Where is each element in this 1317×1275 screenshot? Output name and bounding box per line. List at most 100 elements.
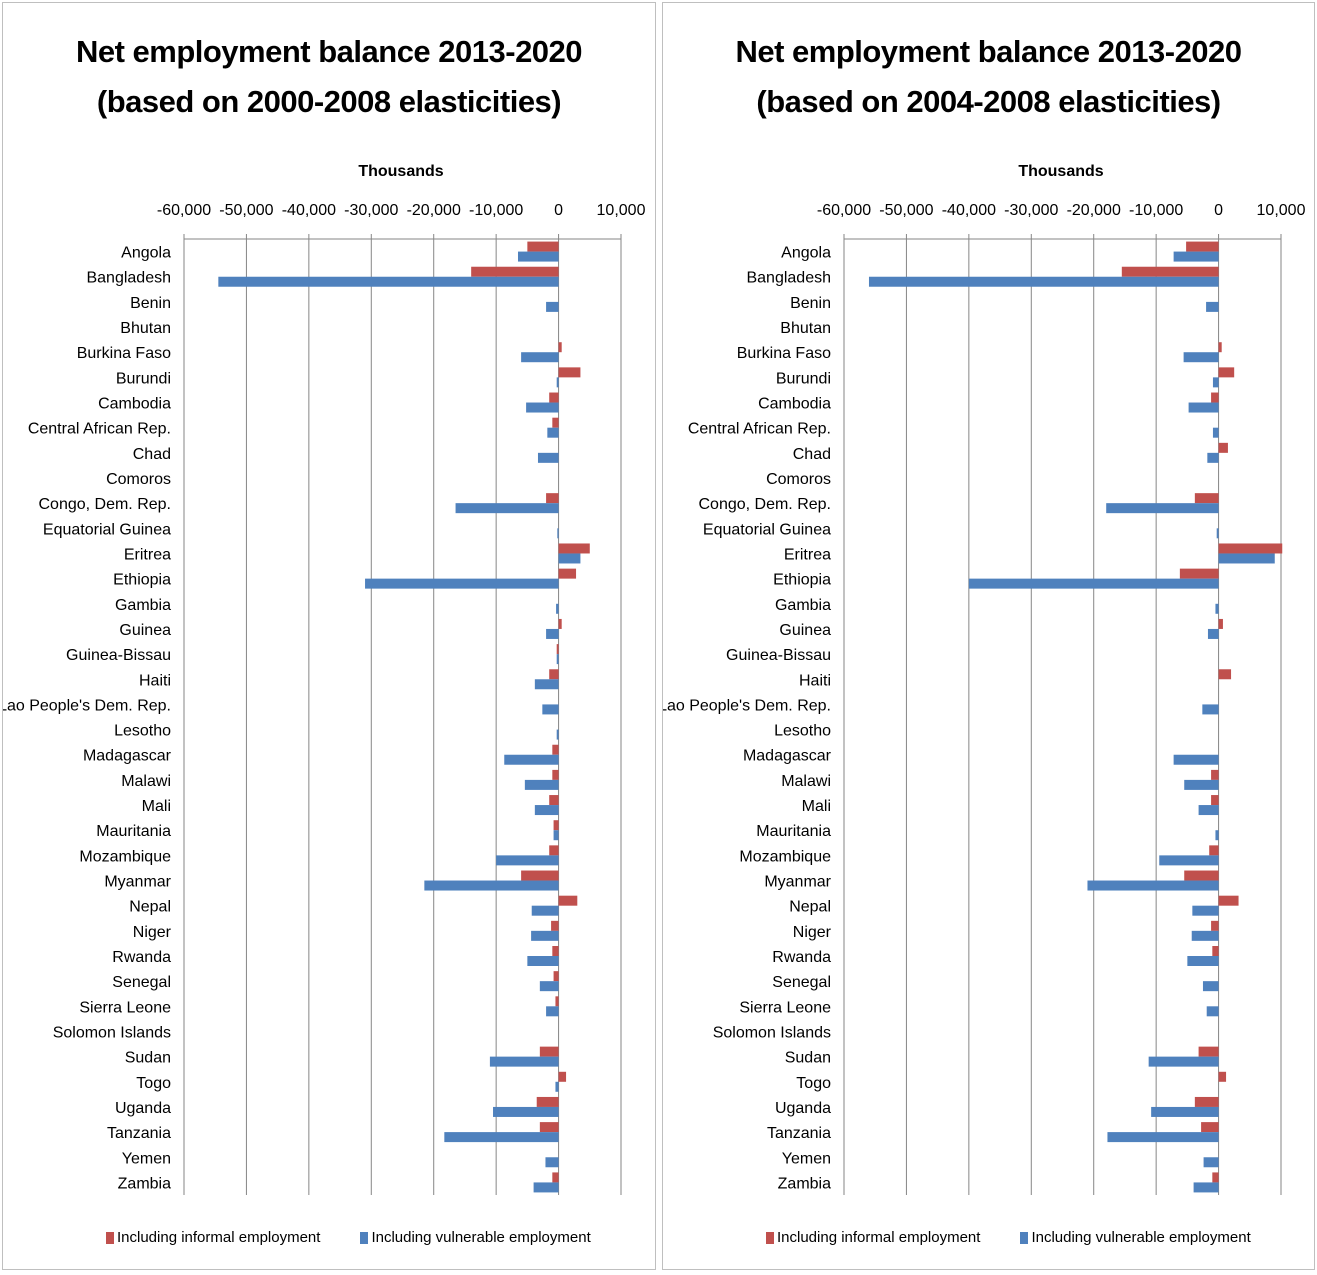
bar-informal-burkina-faso xyxy=(558,342,562,353)
category-label-lesotho: Lesotho xyxy=(114,723,171,740)
bar-informal-cambodia xyxy=(1211,392,1219,403)
category-label-myanmar: Myanmar xyxy=(104,874,171,891)
bar-informal-mauritania xyxy=(553,820,559,831)
bar-vulnerable-benin xyxy=(1206,301,1219,312)
category-label-ethiopia: Ethiopia xyxy=(113,572,171,589)
x-tick-label: 10,000 xyxy=(597,202,646,219)
bar-informal-haiti xyxy=(1218,669,1232,680)
category-label-madagascar: Madagascar xyxy=(743,748,832,765)
category-label-benin: Benin xyxy=(130,295,171,312)
bar-informal-eritrea xyxy=(558,543,590,554)
bar-vulnerable-equatorial-guinea xyxy=(557,528,559,539)
bar-vulnerable-nepal xyxy=(531,905,559,916)
bar-informal-angola xyxy=(1186,241,1219,252)
bar-vulnerable-malawi xyxy=(1184,779,1219,790)
bar-vulnerable-cambodia xyxy=(1188,402,1219,413)
category-label-uganda: Uganda xyxy=(775,1100,831,1117)
bar-informal-burkina-faso xyxy=(1218,342,1222,353)
legend-swatch-informal xyxy=(766,1231,774,1244)
category-label-lesotho: Lesotho xyxy=(774,723,831,740)
bar-vulnerable-zambia xyxy=(533,1182,559,1193)
category-label-burundi: Burundi xyxy=(116,370,171,387)
bar-informal-zambia xyxy=(1212,1172,1219,1183)
bar-informal-myanmar xyxy=(1184,870,1219,881)
bar-informal-sudan xyxy=(539,1046,559,1057)
category-label-solomon-islands: Solomon Islands xyxy=(713,1024,831,1041)
x-tick-label: 0 xyxy=(554,202,563,219)
bar-vulnerable-congo-dem-rep xyxy=(1106,503,1219,514)
bar-vulnerable-niger xyxy=(1191,930,1219,941)
bar-chart-svg: -60,000 -50,000 -40,000 -30,000 -20,000 -10,0… xyxy=(3,202,646,1195)
bar-informal-ethiopia xyxy=(1179,568,1219,579)
bar-vulnerable-burundi xyxy=(1212,377,1219,388)
bar-vulnerable-lao-people-s-dem-rep xyxy=(1202,704,1219,715)
chart-legend: Including informal employment Including … xyxy=(106,1229,591,1246)
category-label-mauritania: Mauritania xyxy=(756,823,831,840)
bar-vulnerable-senegal xyxy=(1202,981,1219,992)
category-label-chad: Chad xyxy=(793,446,831,463)
category-label-togo: Togo xyxy=(136,1075,171,1092)
category-label-senegal: Senegal xyxy=(772,974,831,991)
category-label-mozambique: Mozambique xyxy=(739,848,831,865)
category-label-rwanda: Rwanda xyxy=(112,949,171,966)
bar-vulnerable-senegal xyxy=(539,981,559,992)
category-label-sudan: Sudan xyxy=(125,1050,171,1067)
category-label-tanzania: Tanzania xyxy=(107,1125,171,1142)
bar-vulnerable-mozambique xyxy=(496,855,559,866)
bar-vulnerable-rwanda xyxy=(1187,956,1219,966)
bar-informal-sudan xyxy=(1198,1046,1219,1057)
bar-vulnerable-angola xyxy=(517,251,559,262)
category-label-cambodia: Cambodia xyxy=(98,396,171,413)
category-label-comoros: Comoros xyxy=(106,471,171,488)
category-label-central-african-rep: Central African Rep. xyxy=(688,421,831,438)
category-label-bangladesh: Bangladesh xyxy=(86,270,171,287)
category-label-myanmar: Myanmar xyxy=(764,874,831,891)
bar-vulnerable-madagascar xyxy=(504,754,559,765)
category-label-guinea: Guinea xyxy=(779,622,831,639)
bar-informal-mozambique xyxy=(1209,845,1219,856)
category-label-equatorial-guinea: Equatorial Guinea xyxy=(703,521,831,538)
bar-informal-myanmar xyxy=(521,870,559,881)
x-tick-label: 0 xyxy=(1214,202,1223,219)
bar-vulnerable-angola xyxy=(1173,251,1219,262)
bar-informal-bangladesh xyxy=(471,266,559,277)
x-tick-label: -40,000 xyxy=(282,202,336,219)
bar-informal-congo-dem-rep xyxy=(1194,493,1219,504)
category-label-burundi: Burundi xyxy=(776,370,831,387)
chart-title-line-2: (based on 2004-2008 elasticities) xyxy=(756,84,1221,119)
bar-vulnerable-sudan xyxy=(1148,1056,1219,1067)
x-tick-label: -60,000 xyxy=(817,202,871,219)
x-tick-label: -50,000 xyxy=(219,202,273,219)
category-label-cambodia: Cambodia xyxy=(758,396,831,413)
bar-informal-burundi xyxy=(1218,367,1235,378)
category-label-solomon-islands: Solomon Islands xyxy=(53,1024,171,1041)
bar-vulnerable-ethiopia xyxy=(365,578,559,589)
category-label-gambia: Gambia xyxy=(115,597,171,614)
bar-vulnerable-mauritania xyxy=(553,830,559,841)
bar-informal-mozambique xyxy=(549,845,559,856)
category-label-eritrea: Eritrea xyxy=(784,546,831,563)
bar-informal-madagascar xyxy=(552,744,559,755)
category-label-uganda: Uganda xyxy=(115,1100,171,1117)
category-label-ethiopia: Ethiopia xyxy=(773,572,831,589)
category-label-senegal: Senegal xyxy=(112,974,171,991)
x-tick-label: -20,000 xyxy=(407,202,461,219)
category-label-central-african-rep: Central African Rep. xyxy=(28,421,171,438)
category-label-rwanda: Rwanda xyxy=(772,949,831,966)
bar-informal-senegal xyxy=(553,971,559,982)
bar-vulnerable-haiti xyxy=(534,679,559,690)
bar-vulnerable-chad xyxy=(1207,452,1219,463)
legend-item-informal: Including informal employment xyxy=(106,1229,320,1246)
bar-vulnerable-rwanda xyxy=(527,956,559,966)
category-label-bangladesh: Bangladesh xyxy=(746,270,831,287)
category-label-comoros: Comoros xyxy=(766,471,831,488)
bar-vulnerable-niger xyxy=(531,930,559,941)
bar-informal-angola xyxy=(527,241,559,252)
bar-vulnerable-eritrea xyxy=(558,553,581,564)
x-tick-label: 10,000 xyxy=(1257,202,1306,219)
category-label-bhutan: Bhutan xyxy=(120,320,171,337)
bar-informal-burundi xyxy=(558,367,581,378)
category-label-niger: Niger xyxy=(793,924,832,941)
bar-vulnerable-bangladesh xyxy=(868,276,1219,287)
category-label-tanzania: Tanzania xyxy=(767,1125,831,1142)
